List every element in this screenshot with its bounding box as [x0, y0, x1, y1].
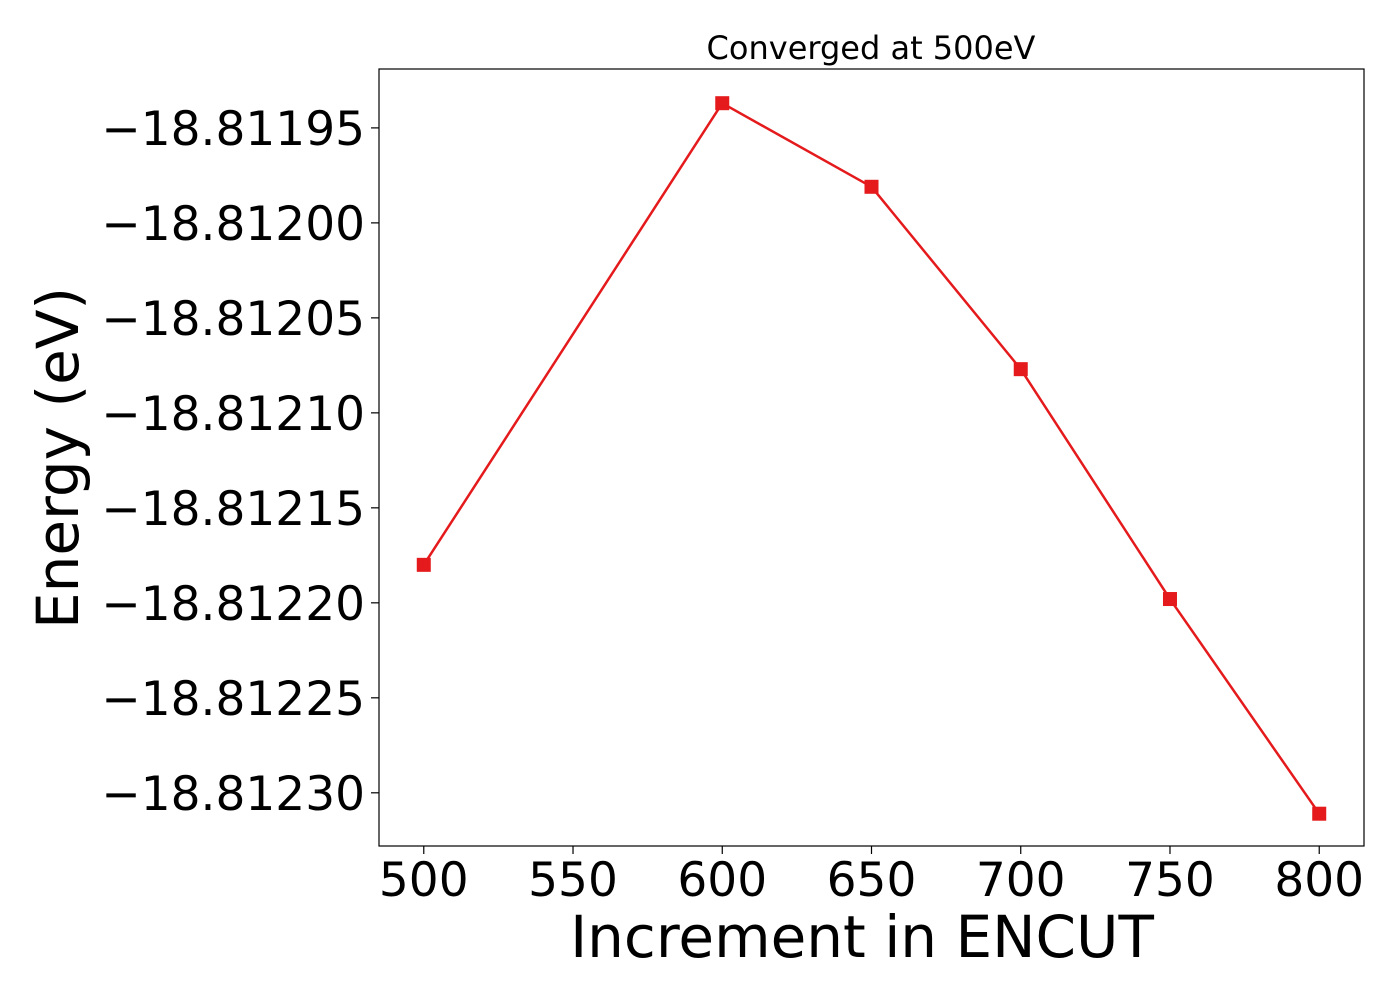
data-point-marker [1312, 806, 1327, 821]
y-tick-label: −18.81195 [101, 102, 365, 157]
x-tick-label: 700 [976, 853, 1066, 908]
y-tick-label: −18.81210 [101, 387, 365, 442]
data-point-marker [1013, 362, 1028, 377]
x-axis-label: Increment in ENCUT [570, 903, 1154, 971]
y-tick-label: −18.81200 [101, 197, 365, 252]
plot-area: 500 550 600 650 700 750 800 −18.81195 −18.81200 −… [101, 68, 1365, 908]
x-tick-label: 650 [827, 853, 917, 908]
x-tick-label: 800 [1274, 853, 1364, 908]
data-point-marker [864, 179, 879, 194]
x-tick-label: 600 [677, 853, 767, 908]
data-point-marker [715, 96, 730, 111]
chart-title: Converged at 500eV [707, 29, 1036, 67]
y-axis-label: Energy (eV) [24, 287, 92, 629]
y-tick-label: −18.81215 [101, 482, 365, 537]
x-tick-label: 750 [1125, 853, 1215, 908]
data-point-marker [1162, 592, 1177, 607]
y-tick-label: −18.81230 [101, 767, 365, 822]
data-point-marker [416, 557, 431, 572]
x-tick-label: 550 [528, 853, 618, 908]
x-tick-label: 500 [379, 853, 469, 908]
y-tick-label: −18.81205 [101, 292, 365, 347]
series-line [422, 101, 1321, 815]
y-tick-label: −18.81220 [101, 577, 365, 632]
y-tick-label: −18.81225 [101, 672, 365, 727]
